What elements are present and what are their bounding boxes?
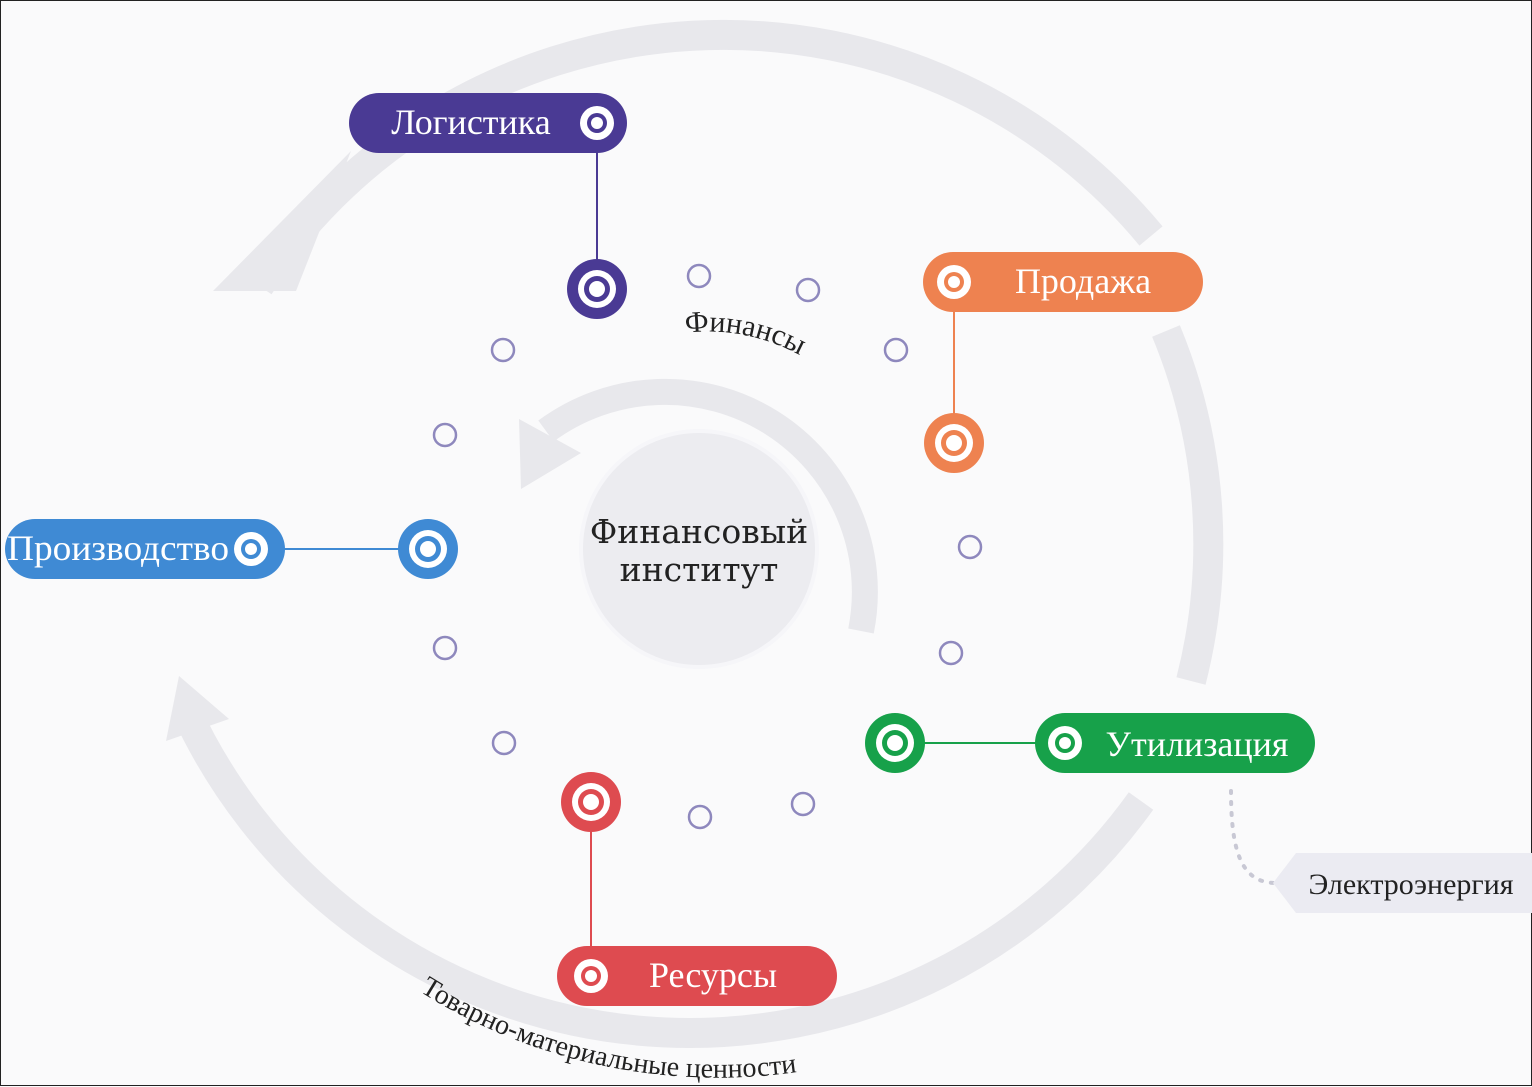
node-production: Производство <box>5 519 458 579</box>
center-circle <box>579 429 819 669</box>
center-node: Финансовый институт <box>579 429 819 669</box>
center-label-line1: Финансовый <box>590 512 808 551</box>
inner-arc-head <box>519 419 581 489</box>
small-ring <box>432 635 458 661</box>
logistics-pill-target-icon <box>580 106 614 140</box>
inner-cycle-arrow <box>519 378 878 634</box>
small-rings <box>432 263 983 830</box>
resources-pill <box>557 946 837 1006</box>
sales-label: Продажа <box>1015 261 1151 301</box>
disposal-pill <box>1035 713 1315 773</box>
electricity-label: Электроэнергия <box>1308 868 1513 901</box>
electricity-dotted-connector <box>1229 789 1278 885</box>
sales-ring-node <box>924 413 984 473</box>
node-disposal: Утилизация <box>865 713 1315 773</box>
small-ring <box>490 337 516 363</box>
disposal-label: Утилизация <box>1105 724 1288 764</box>
small-ring <box>883 337 909 363</box>
inner-arc-label: Финансы <box>684 305 812 361</box>
resources-label: Ресурсы <box>649 955 777 995</box>
outer-arc-right <box>1152 325 1224 685</box>
sales-pill <box>923 252 1203 312</box>
outer-arc-top <box>246 19 1163 295</box>
logistics-ring-node <box>567 259 627 319</box>
center-label-line2: институт <box>620 550 779 589</box>
small-ring <box>687 804 713 830</box>
outer-arc-bottom-head <box>166 676 229 741</box>
production-pill <box>5 519 285 579</box>
small-ring <box>686 263 712 289</box>
small-ring <box>957 534 983 560</box>
resources-pill-target-icon <box>574 959 608 993</box>
production-label: Производство <box>7 528 229 568</box>
node-logistics: Логистика <box>349 93 627 319</box>
small-ring <box>432 422 458 448</box>
node-sales: Продажа <box>923 252 1203 473</box>
outer-cycle-arrow <box>166 19 1224 1048</box>
small-ring <box>790 791 816 817</box>
outer-arc-bottom <box>172 704 1154 1048</box>
small-ring <box>795 277 821 303</box>
node-resources: Ресурсы <box>557 772 837 1006</box>
resources-ring-node <box>561 772 621 832</box>
disposal-pill-target-icon <box>1048 726 1082 760</box>
outer-arc-top-head <box>213 151 351 291</box>
production-pill-target-icon <box>234 532 268 566</box>
production-ring-node <box>398 519 458 579</box>
electricity-tag <box>1273 853 1532 913</box>
logistics-label: Логистика <box>391 102 550 142</box>
external-electricity: Электроэнергия <box>1229 789 1532 913</box>
small-ring <box>938 640 964 666</box>
logistics-pill <box>349 93 627 153</box>
disposal-ring-node <box>865 713 925 773</box>
small-ring <box>491 730 517 756</box>
inner-arc <box>538 378 878 634</box>
sales-pill-target-icon <box>937 265 971 299</box>
